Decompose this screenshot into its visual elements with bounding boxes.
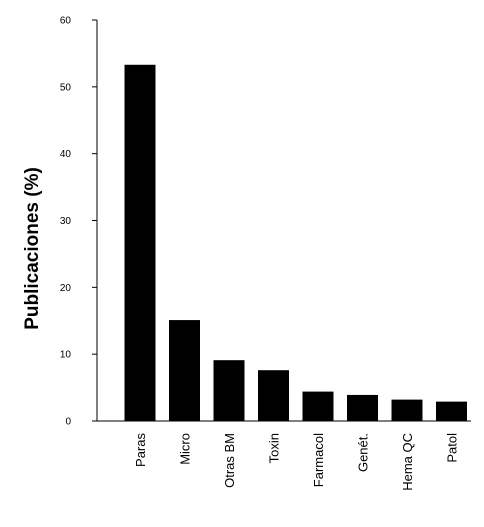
bar-micro <box>169 320 200 421</box>
x-tick-label: Genét. <box>356 433 371 472</box>
x-tick-label: Farmacol <box>311 433 326 487</box>
y-tick-label: 40 <box>60 149 72 160</box>
y-ticks: 0 10 20 30 40 50 60 <box>60 16 97 428</box>
bars <box>124 64 467 422</box>
bar-toxin <box>258 370 289 421</box>
y-tick-label: 50 <box>60 82 72 93</box>
x-tick-labels: Paras Micro Otras BM Toxin Farmacol Genét. Hem… <box>133 433 460 491</box>
y-tick-label: 60 <box>60 16 72 27</box>
x-tick-label: Otras BM <box>222 433 237 488</box>
y-axis-title: Publicaciones (%) <box>22 167 43 330</box>
y-tick-label: 10 <box>60 350 72 361</box>
y-tick-label: 30 <box>60 216 72 227</box>
x-tick-label: Micro <box>178 433 193 465</box>
y-tick-label: 0 <box>65 417 71 428</box>
x-tick-label: Patol <box>445 433 460 463</box>
x-tick-label: Hema QC <box>400 433 415 491</box>
x-tick-label: Toxin <box>267 433 282 463</box>
bar-otras-bm <box>213 360 245 421</box>
bar-farmacol <box>302 391 334 421</box>
x-tick-label: Paras <box>133 433 148 467</box>
y-tick-label: 20 <box>60 283 72 294</box>
bar-paras <box>124 64 156 422</box>
bar-hema-qc <box>391 399 423 421</box>
bar-gen-t <box>347 394 378 421</box>
bar-patol <box>436 401 467 421</box>
